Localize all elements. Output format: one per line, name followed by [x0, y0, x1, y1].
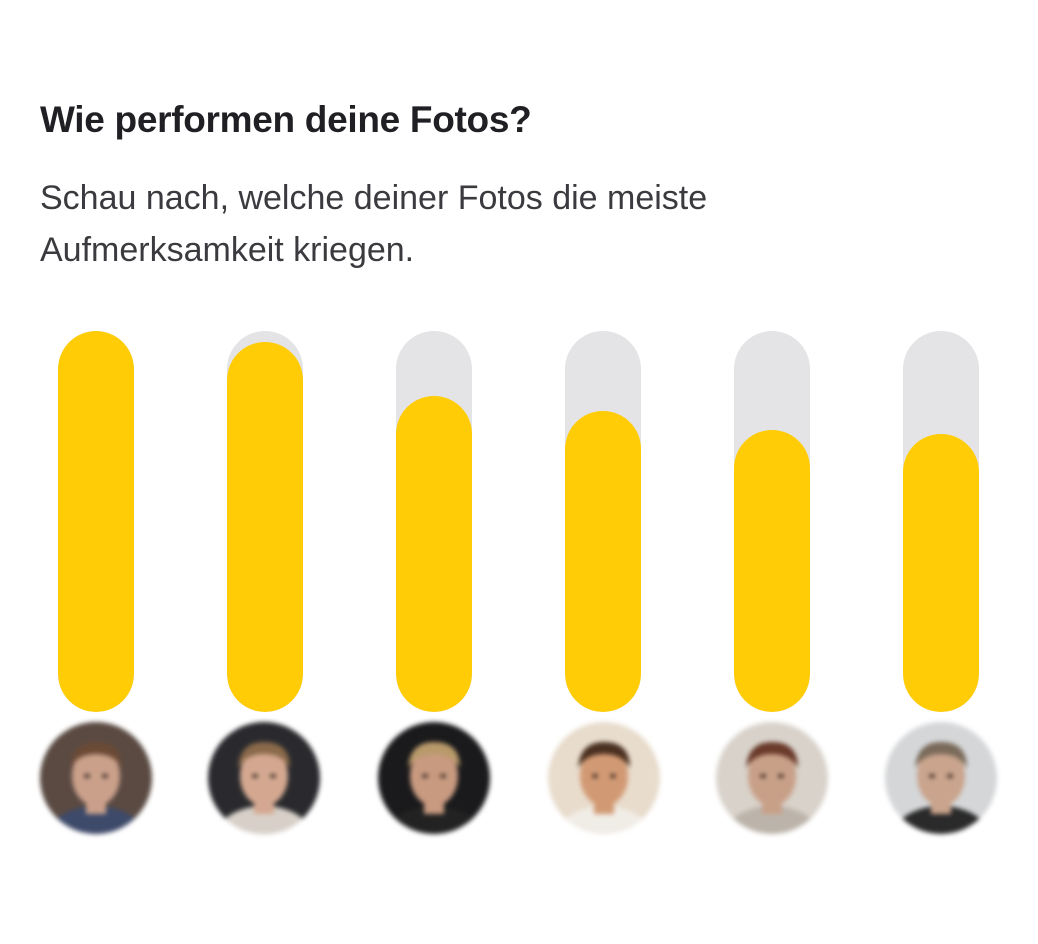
bar-fill-5: [734, 430, 810, 712]
photo-avatar-3[interactable]: [378, 722, 490, 834]
bar-track-5: [734, 331, 810, 712]
bar-fill-6: [903, 434, 979, 712]
bar-track-6: [903, 331, 979, 712]
photo-avatar-2[interactable]: [208, 722, 320, 834]
page-title: Wie performen deine Fotos?: [40, 99, 532, 140]
page-subtitle: Schau nach, welche deiner Fotos die meis…: [40, 179, 708, 269]
bar-fill-2: [227, 342, 303, 712]
bar-track-2: [227, 331, 303, 712]
photo-avatar-1[interactable]: [40, 722, 152, 834]
bar-fill-4: [565, 411, 641, 712]
bar-track-3: [396, 331, 472, 712]
photo-avatar-4[interactable]: [548, 722, 660, 834]
bar-fill-3: [396, 396, 472, 712]
bar-track-4: [565, 331, 641, 712]
bar-track-1: [58, 331, 134, 712]
bar-fill-1: [58, 331, 134, 712]
photo-avatar-6[interactable]: [885, 722, 997, 834]
photo-avatar-5[interactable]: [716, 722, 828, 834]
